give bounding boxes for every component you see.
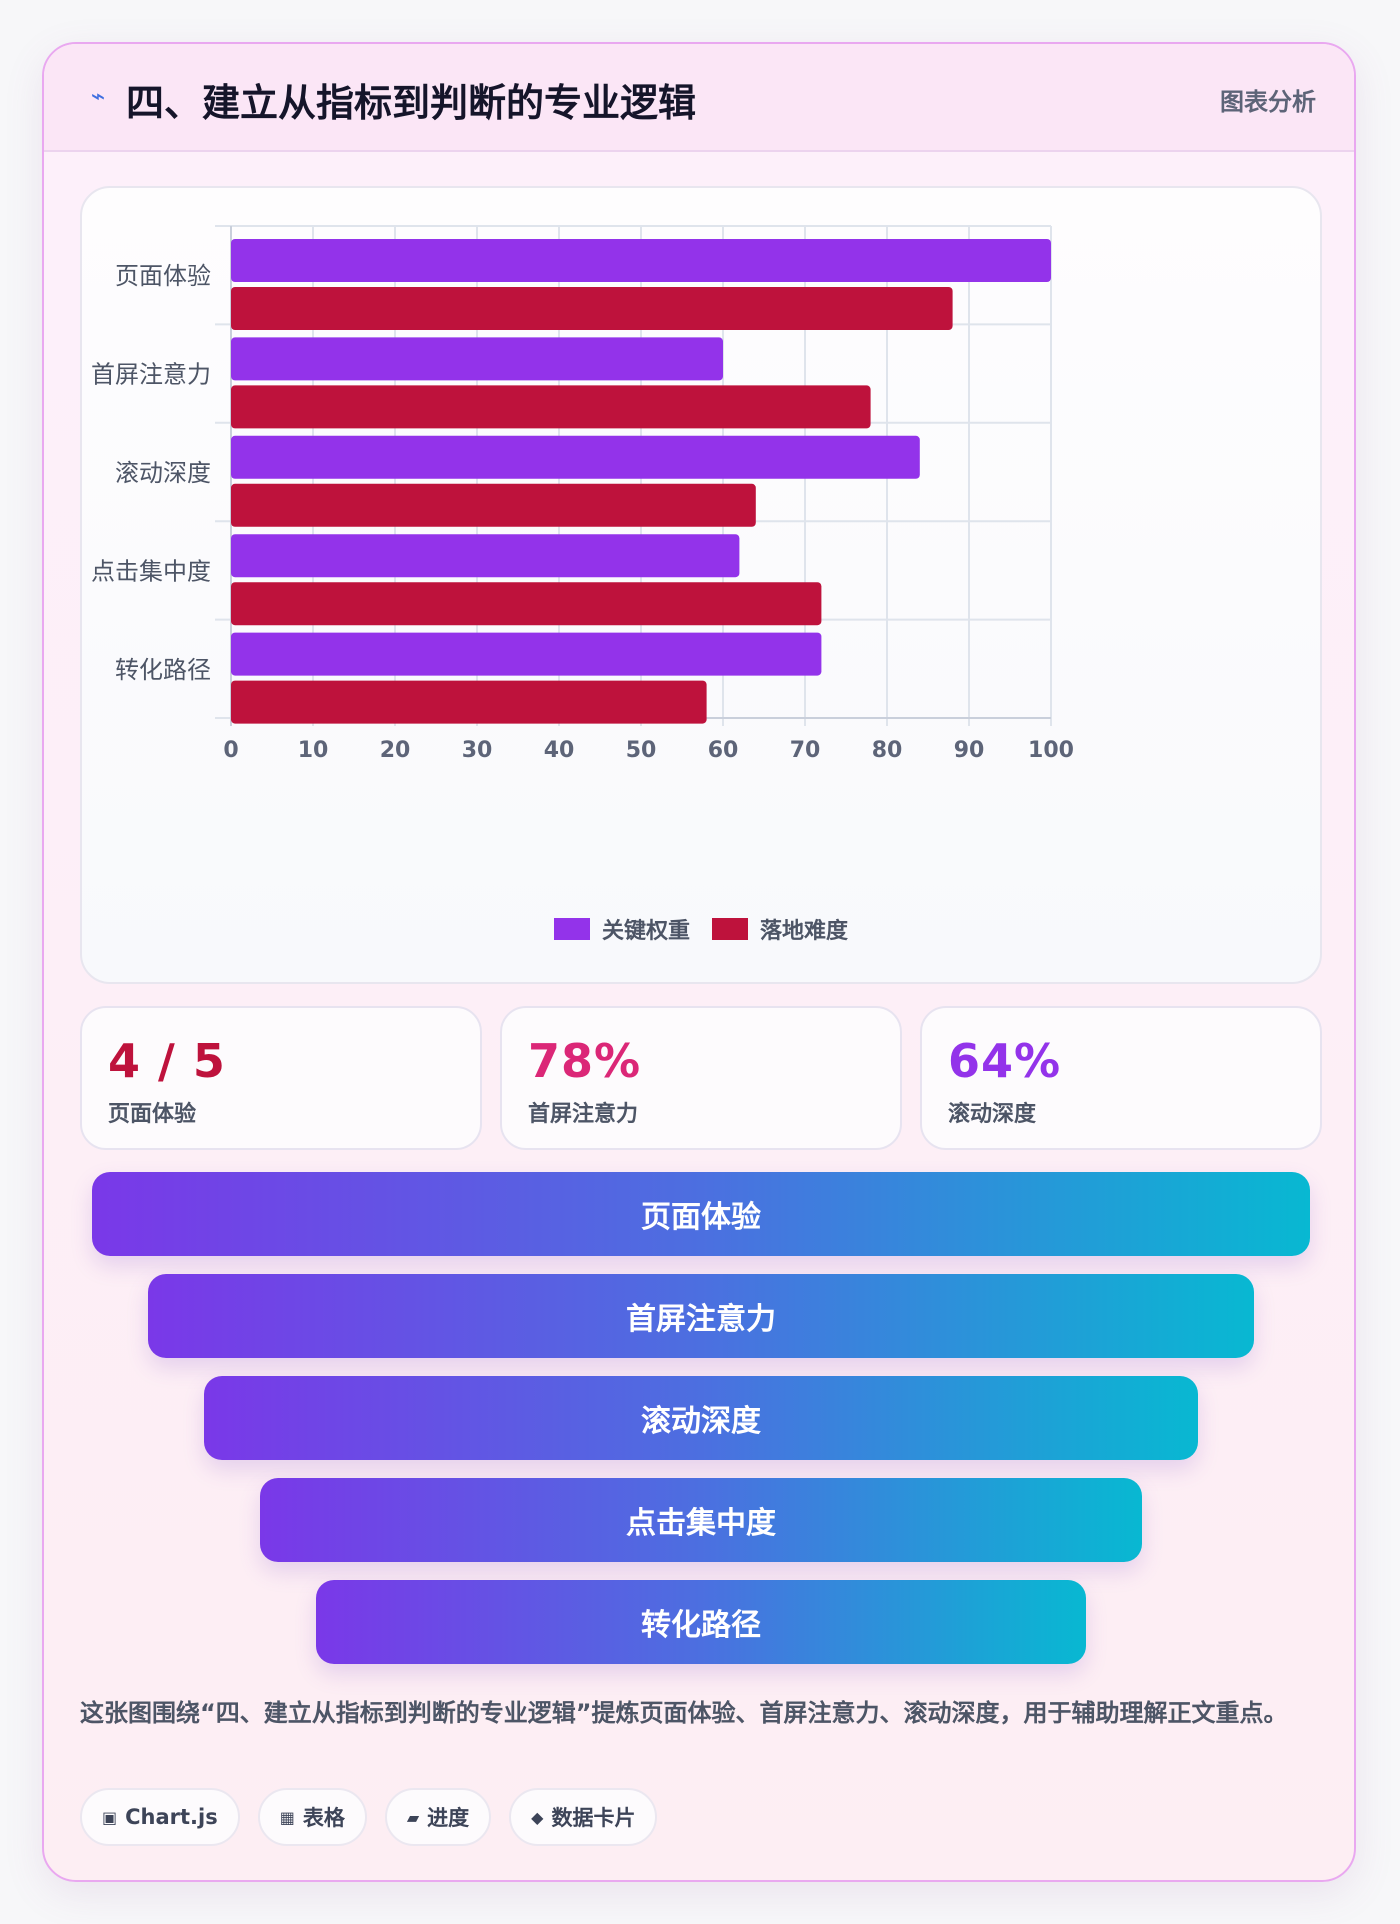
funnel-diagram: 页面体验 首屏注意力 滚动深度 点击集中度 转化路径 [44,1172,1354,1692]
bar-1-0 [231,287,953,330]
diamond-icon: ◆ [531,1807,544,1827]
funnel-label-3: 点击集中度 [626,1506,776,1541]
x-tick-label-5: 50 [626,738,657,763]
stat-card-0: 4 / 5 页面体验 [80,1006,482,1150]
x-tick-label-6: 60 [708,738,739,763]
tag-label-1: 表格 [302,1806,345,1830]
bar-0-2 [231,435,920,479]
legend-swatch-1 [712,918,748,940]
bar-1-1 [231,385,871,429]
y-tick-label-2: 滚动深度 [115,459,211,487]
funnel-label-0: 页面体验 [641,1200,761,1235]
legend-label-1: 落地难度 [760,919,849,944]
chart-icon: ▣ [102,1807,118,1827]
chart-card: ⌁ 四、建立从指标到判断的专业逻辑 图表分析 0 10 20 30 40 50 60 70 80… [42,42,1356,1882]
funnel-step-4[interactable]: 转化路径 [316,1580,1086,1664]
y-tick-label-1: 首屏注意力 [91,361,211,389]
legend-label-0: 关键权重 [601,919,690,944]
stat-label-0: 页面体验 [108,1102,197,1127]
lightning-icon: ⌁ [90,82,106,110]
bar-0-1 [231,337,723,381]
funnel-step-2[interactable]: 滚动深度 [204,1376,1198,1460]
funnel-label-1: 首屏注意力 [626,1302,776,1337]
funnel-step-0[interactable]: 页面体验 [92,1172,1310,1256]
stat-card-1: 78% 首屏注意力 [500,1006,902,1150]
bar-0-0 [231,239,1051,282]
x-tick-label-4: 40 [544,738,575,763]
card-header: ⌁ 四、建立从指标到判断的专业逻辑 图表分析 [44,44,1354,152]
y-tick-label-4: 转化路径 [115,656,211,684]
y-tick-label-3: 点击集中度 [91,557,211,585]
y-tick-label-0: 页面体验 [115,262,211,290]
x-tick-label-8: 80 [872,738,903,763]
stat-label-2: 滚动深度 [948,1102,1037,1127]
x-tick-label-10: 100 [1028,738,1074,763]
funnel-step-3[interactable]: 点击集中度 [260,1478,1142,1562]
page-title: 四、建立从指标到判断的专业逻辑 [126,81,697,125]
chart-description: 这张图围绕“四、建立从指标到判断的专业逻辑”提炼页面体验、首屏注意力、滚动深度，… [80,1699,1288,1727]
x-tick-label-2: 20 [380,738,411,763]
bar-chart: 0 10 20 30 40 50 60 70 80 90 100 页面体验首屏注意力滚动深度点击集中度… [91,225,1074,763]
stat-cards: 4 / 5 页面体验 78% 首屏注意力 64% 滚动深度 [80,1006,1322,1150]
legend-item-0[interactable]: 关键权重 [553,913,690,945]
tag-table[interactable]: ▦ 表格 [257,1788,367,1846]
stat-label-1: 首屏注意力 [528,1102,639,1127]
legend-swatch-0 [553,918,590,940]
funnel-step-1[interactable]: 首屏注意力 [148,1274,1254,1358]
header-tag: 图表分析 [1220,88,1316,116]
bar-1-4 [231,680,707,724]
tag-label-0: Chart.js [125,1805,218,1829]
tag-data-card[interactable]: ◆ 数据卡片 [509,1788,658,1846]
stat-value-0: 4 / 5 [108,1034,226,1088]
x-tick-label-7: 70 [790,738,821,763]
stat-value-1: 78% [528,1034,642,1088]
x-tick-label-0: 0 [223,738,238,763]
legend-item-1[interactable]: 落地难度 [712,913,848,945]
stat-value-2: 64% [948,1034,1062,1088]
chart-panel: 0 10 20 30 40 50 60 70 80 90 100 页面体验首屏注意力滚动深度点击集中度… [80,186,1322,984]
tag-chartjs[interactable]: ▣ Chart.js [80,1788,240,1846]
table-icon: ▦ [279,1807,295,1827]
x-tick-label-1: 10 [298,738,329,763]
bar-0-3 [231,534,740,578]
stat-card-2: 64% 滚动深度 [920,1006,1322,1150]
tag-label-3: 数据卡片 [551,1806,636,1830]
bar-1-3 [231,582,822,626]
funnel-label-4: 转化路径 [641,1608,761,1643]
chart-legend[interactable]: 关键权重 落地难度 [82,914,1320,944]
tag-progress[interactable]: ▰ 进度 [384,1788,492,1846]
bar-0-4 [231,632,822,676]
x-tick-label-3: 30 [462,738,493,763]
x-tick-label-9: 90 [954,738,985,763]
bar-1-2 [231,483,756,527]
funnel-label-2: 滚动深度 [641,1404,761,1439]
tag-label-2: 进度 [427,1806,470,1830]
progress-icon: ▰ [406,1807,420,1827]
tag-list: ▣ Chart.js ▦ 表格 ▰ 进度 ◆ 数据卡片 [80,1788,658,1846]
